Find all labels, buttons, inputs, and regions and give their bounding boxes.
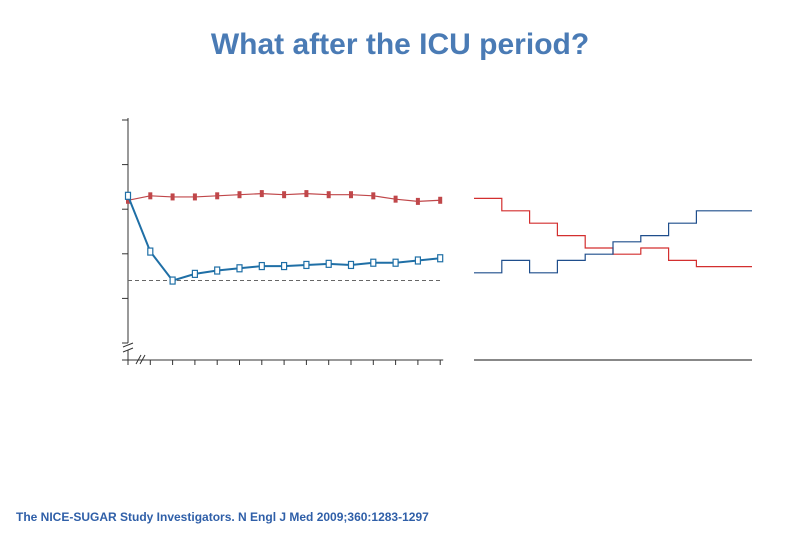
data-point-intensive [325,259,332,268]
data-point-intensive [437,254,444,263]
data-point-conventional [237,191,242,199]
data-point-intensive [392,258,399,267]
slide-title: What after the ICU period? [210,28,590,61]
data-point-intensive [147,247,154,256]
data-point-conventional [438,196,443,204]
data-point-conventional [326,191,331,199]
speculative-90-day-chart [474,197,752,361]
data-point-intensive [169,276,176,285]
data-point-conventional [393,195,398,203]
x-axis-break-icon [135,354,146,365]
data-point-conventional [148,192,153,200]
data-point-intensive [281,261,288,271]
data-point-intensive [191,269,198,278]
data-point-intensive [214,266,221,275]
glucose-chart [122,118,444,365]
data-point-conventional [349,191,353,199]
data-point-intensive [303,260,310,270]
data-point-conventional [259,190,264,198]
data-point-conventional [304,190,309,198]
citation: The NICE-SUGAR Study Investigators. N En… [16,510,429,524]
data-point-intensive [124,191,132,200]
data-point-conventional [215,192,220,200]
step-line-blue [474,210,752,274]
data-point-conventional [126,196,130,204]
data-point-intensive [258,261,265,271]
data-point-conventional [170,193,175,201]
axis-break-icon [122,342,134,353]
data-point-intensive [347,260,355,270]
data-point-intensive [414,256,421,265]
step-line-red [474,197,752,268]
data-point-intensive [370,258,377,267]
data-point-intensive [236,264,243,273]
data-point-conventional [415,197,420,205]
data-point-conventional [282,191,287,199]
data-point-conventional [371,192,376,200]
data-point-conventional [192,193,197,201]
